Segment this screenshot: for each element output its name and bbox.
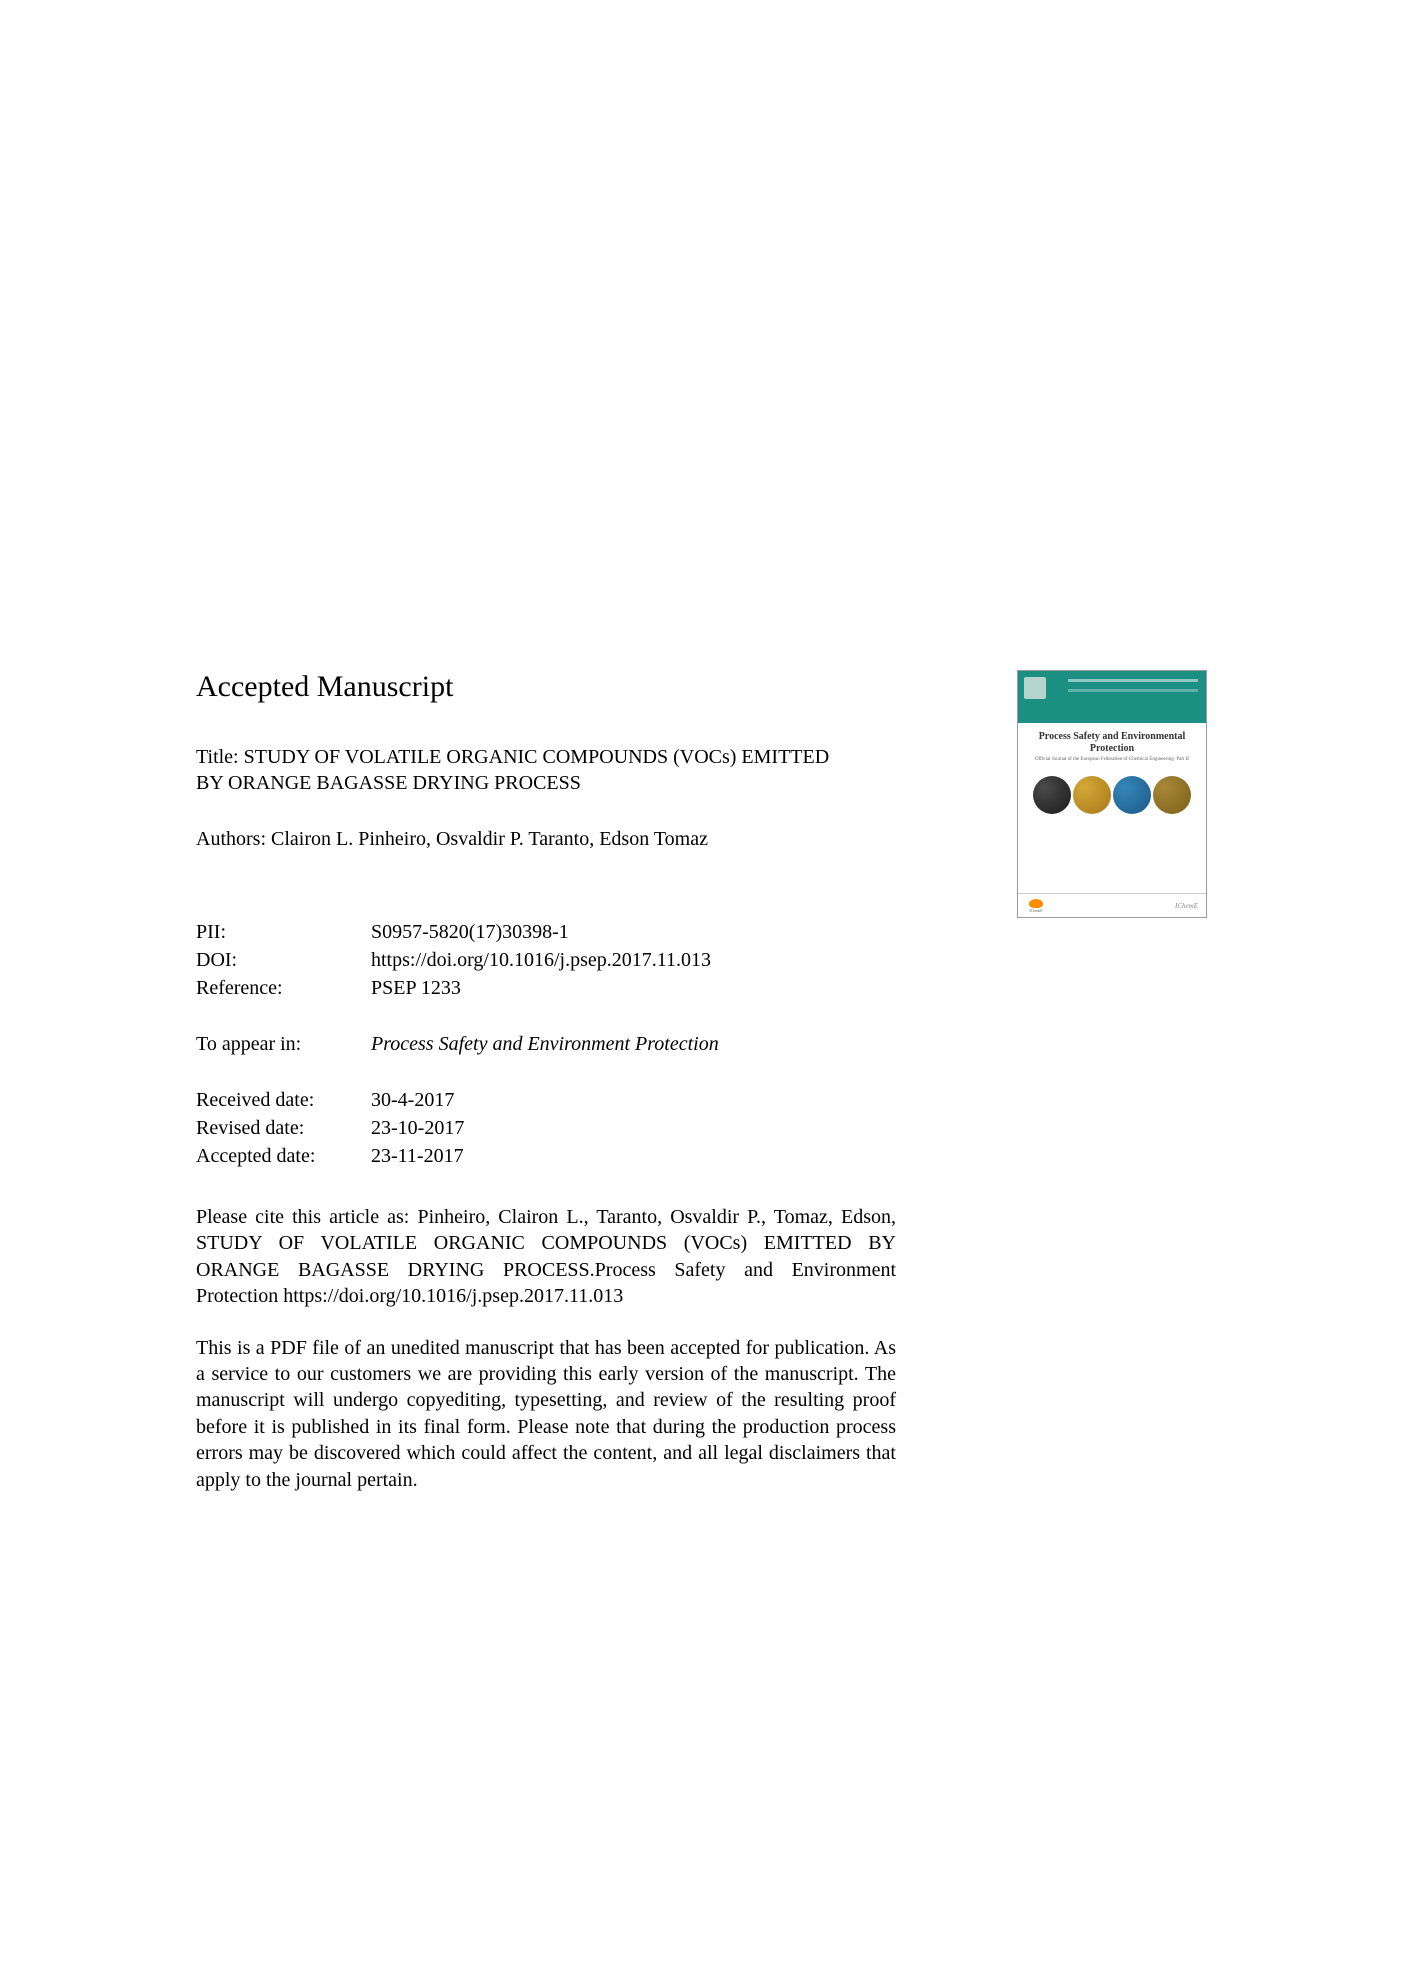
- meta-row-received: Received date: 30-4-2017: [196, 1086, 1207, 1114]
- cover-title-area: Process Safety and Environmental Protect…: [1018, 723, 1206, 770]
- meta-row-pii: PII: S0957-5820(17)30398-1: [196, 918, 1207, 946]
- cover-publisher-icon: [1024, 677, 1046, 699]
- authors-prefix: Authors:: [196, 828, 271, 850]
- cover-publisher-right: IChemE: [1175, 902, 1198, 910]
- cover-graphics: [1018, 776, 1206, 814]
- cover-logo-left: IChemE: [1026, 899, 1046, 913]
- cover-graphic-circle: [1113, 776, 1151, 814]
- journal-cover-thumbnail: Process Safety and Environmental Protect…: [1017, 670, 1207, 918]
- meta-row-revised: Revised date: 23-10-2017: [196, 1114, 1207, 1142]
- appear-in-block: To appear in: Process Safety and Environ…: [196, 1030, 1207, 1058]
- authors-list: Clairon L. Pinheiro, Osvaldir P. Taranto…: [271, 828, 708, 850]
- cover-decoration: [1068, 689, 1198, 692]
- title-prefix: Title:: [196, 746, 244, 768]
- content-area: Accepted Manuscript Title: STUDY OF VOLA…: [196, 670, 1207, 1493]
- pii-value: S0957-5820(17)30398-1: [371, 918, 1207, 946]
- cover-subtitle: Official Journal of the European Federat…: [1028, 757, 1196, 762]
- revised-value: 23-10-2017: [371, 1114, 1207, 1142]
- appear-value: Process Safety and Environment Protectio…: [371, 1030, 1207, 1058]
- meta-row-accepted: Accepted date: 23-11-2017: [196, 1142, 1207, 1170]
- received-label: Received date:: [196, 1086, 371, 1114]
- doi-value: https://doi.org/10.1016/j.psep.2017.11.0…: [371, 946, 1207, 974]
- dates-block: Received date: 30-4-2017 Revised date: 2…: [196, 1086, 1207, 1170]
- cover-graphic-circle: [1073, 776, 1111, 814]
- metadata-table: PII: S0957-5820(17)30398-1 DOI: https://…: [196, 918, 1207, 1002]
- pii-label: PII:: [196, 918, 371, 946]
- accepted-value: 23-11-2017: [371, 1142, 1207, 1170]
- header-row: Accepted Manuscript Title: STUDY OF VOLA…: [196, 670, 1207, 918]
- meta-row-doi: DOI: https://doi.org/10.1016/j.psep.2017…: [196, 946, 1207, 974]
- page-container: Accepted Manuscript Title: STUDY OF VOLA…: [0, 0, 1403, 1985]
- cover-graphic-circle: [1153, 776, 1191, 814]
- cover-header: [1018, 671, 1206, 723]
- cover-graphic-circle: [1033, 776, 1071, 814]
- reference-value: PSEP 1233: [371, 974, 1207, 1002]
- received-value: 30-4-2017: [371, 1086, 1207, 1114]
- accepted-label: Accepted date:: [196, 1142, 371, 1170]
- disclaimer-text: This is a PDF file of an unedited manusc…: [196, 1335, 896, 1493]
- elsevier-tree-icon: [1029, 899, 1043, 908]
- title-block: Title: STUDY OF VOLATILE ORGANIC COMPOUN…: [196, 744, 836, 796]
- cover-decoration: [1068, 679, 1198, 682]
- reference-label: Reference:: [196, 974, 371, 1002]
- cover-publisher-left: IChemE: [1029, 908, 1042, 913]
- left-column: Accepted Manuscript Title: STUDY OF VOLA…: [196, 670, 836, 890]
- meta-row-appear: To appear in: Process Safety and Environ…: [196, 1030, 1207, 1058]
- cover-footer: IChemE IChemE: [1018, 893, 1206, 917]
- manuscript-title: STUDY OF VOLATILE ORGANIC COMPOUNDS (VOC…: [196, 746, 829, 794]
- page-heading: Accepted Manuscript: [196, 670, 836, 704]
- doi-label: DOI:: [196, 946, 371, 974]
- meta-row-reference: Reference: PSEP 1233: [196, 974, 1207, 1002]
- cover-journal-title: Process Safety and Environmental Protect…: [1028, 731, 1196, 755]
- appear-label: To appear in:: [196, 1030, 371, 1058]
- citation-text: Please cite this article as: Pinheiro, C…: [196, 1204, 896, 1310]
- authors-block: Authors: Clairon L. Pinheiro, Osvaldir P…: [196, 826, 836, 852]
- revised-label: Revised date:: [196, 1114, 371, 1142]
